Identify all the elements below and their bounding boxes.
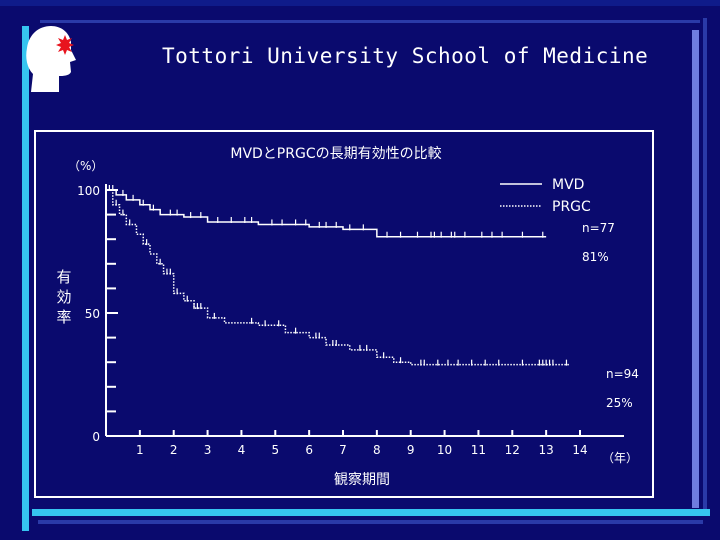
bottom-accent-bar <box>32 509 710 516</box>
x-tick-label: 14 <box>572 443 587 457</box>
x-tick-label: 2 <box>170 443 178 457</box>
top-accent-bar <box>0 0 720 6</box>
chart-title: MVDとPRGCの長期有効性の比較 <box>230 146 441 162</box>
chart-frame: MVDとPRGCの長期有効性の比較 （%） （年） 観察期間 有効率 0 50 10… <box>34 130 654 498</box>
x-tick-label: 12 <box>505 443 520 457</box>
x-tick-label: 3 <box>204 443 212 457</box>
x-tick-label: 6 <box>305 443 313 457</box>
y-axis-label: 有効率 <box>56 268 71 326</box>
n-label-prgc: n=94 <box>606 367 639 381</box>
km-curve-prgc <box>106 189 570 366</box>
x-tick-label: 7 <box>339 443 347 457</box>
series-mvd: n=77 81% <box>106 185 615 264</box>
right-accent-bar <box>692 30 699 508</box>
x-tick-label: 13 <box>539 443 554 457</box>
pct-label-mvd: 81% <box>582 250 609 264</box>
legend-label-mvd: MVD <box>552 177 584 193</box>
km-curve-mvd <box>106 189 547 238</box>
x-tick-label: 4 <box>238 443 246 457</box>
legend-label-prgc: PRGC <box>552 199 591 215</box>
km-chart: MVDとPRGCの長期有効性の比較 （%） （年） 観察期間 有効率 0 50 10… <box>56 146 639 488</box>
x-tick-label: 5 <box>271 443 279 457</box>
y-unit-label: （%） <box>68 159 103 173</box>
x-axis-label: 観察期間 <box>334 471 390 488</box>
x-tick-label: 9 <box>407 443 415 457</box>
top-accent-bar-thin <box>40 20 700 23</box>
x-tick-label: 8 <box>373 443 381 457</box>
right-accent-bar-thin <box>703 18 707 515</box>
head-profile-icon <box>26 26 76 92</box>
bottom-accent-bar-thin <box>38 520 703 524</box>
pct-label-prgc: 25% <box>606 396 633 410</box>
y-tick-label: 50 <box>85 307 100 321</box>
n-label-mvd: n=77 <box>582 221 615 235</box>
y-tick-label: 100 <box>77 184 100 198</box>
series-prgc: n=94 25% <box>106 185 639 410</box>
x-tick-label: 10 <box>437 443 452 457</box>
x-tick-label: 1 <box>136 443 144 457</box>
y-tick-label: 0 <box>92 430 100 444</box>
x-tick-label: 11 <box>471 443 486 457</box>
x-unit-label: （年） <box>602 451 638 465</box>
left-accent-bar <box>22 26 29 531</box>
slide-title: Tottori University School of Medicine <box>162 44 649 68</box>
starburst-icon <box>56 35 74 55</box>
